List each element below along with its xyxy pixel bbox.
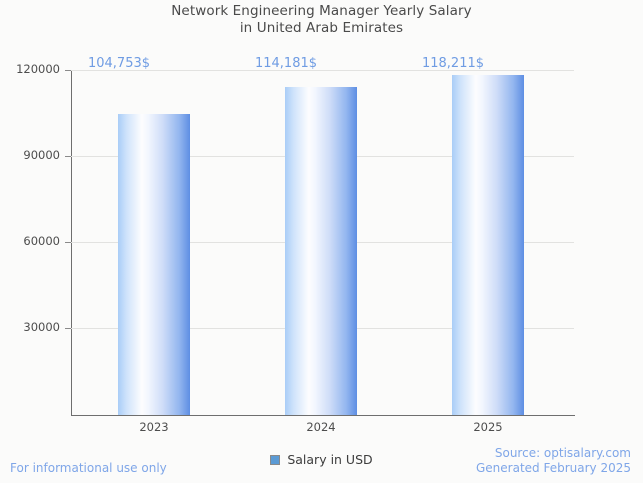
y-tick-label-30000: 30000 <box>23 320 60 334</box>
chart-title-line-1: Network Engineering Manager Yearly Salar… <box>171 3 472 19</box>
footer-generated-date: Generated February 2025 <box>475 461 631 475</box>
x-tick-label-2023: 2023 <box>139 420 169 434</box>
bar-2025[interactable] <box>452 75 524 415</box>
y-tick-mark-60000 <box>65 242 71 243</box>
x-tick-label-2024: 2024 <box>306 420 336 434</box>
legend-label-salary-in-usd: Salary in USD <box>287 452 373 467</box>
chart-title-line-2: in United Arab Emirates <box>239 20 404 36</box>
gridline-120000 <box>71 70 574 71</box>
chart-legend[interactable]: Salary in USD <box>0 453 643 466</box>
y-tick-mark-90000 <box>65 156 71 157</box>
y-tick-mark-30000 <box>65 328 71 329</box>
footer-source-block: Source: optisalary.com Generated Februar… <box>476 446 631 476</box>
footer-source: Source: optisalary.com <box>494 446 631 460</box>
x-tick-label-2025: 2025 <box>473 420 503 434</box>
chart-title: Network Engineering Manager Yearly Salar… <box>0 3 643 37</box>
bar-2023[interactable] <box>118 114 190 415</box>
bar-value-label-2025: 118,211$ <box>421 56 485 71</box>
y-tick-label-60000: 60000 <box>23 234 60 248</box>
plot-area <box>71 70 574 415</box>
y-tick-mark-120000 <box>65 70 71 71</box>
y-tick-label-90000: 90000 <box>23 148 60 162</box>
legend-swatch-icon <box>270 454 281 465</box>
y-axis-line <box>71 70 72 416</box>
bar-value-label-2024: 114,181$ <box>254 56 318 71</box>
x-axis-line <box>71 415 575 416</box>
footer-disclaimer: For informational use only <box>10 461 167 475</box>
bar-2024[interactable] <box>285 87 357 415</box>
y-tick-label-120000: 120000 <box>16 62 60 76</box>
bar-value-label-2023: 104,753$ <box>87 56 151 71</box>
